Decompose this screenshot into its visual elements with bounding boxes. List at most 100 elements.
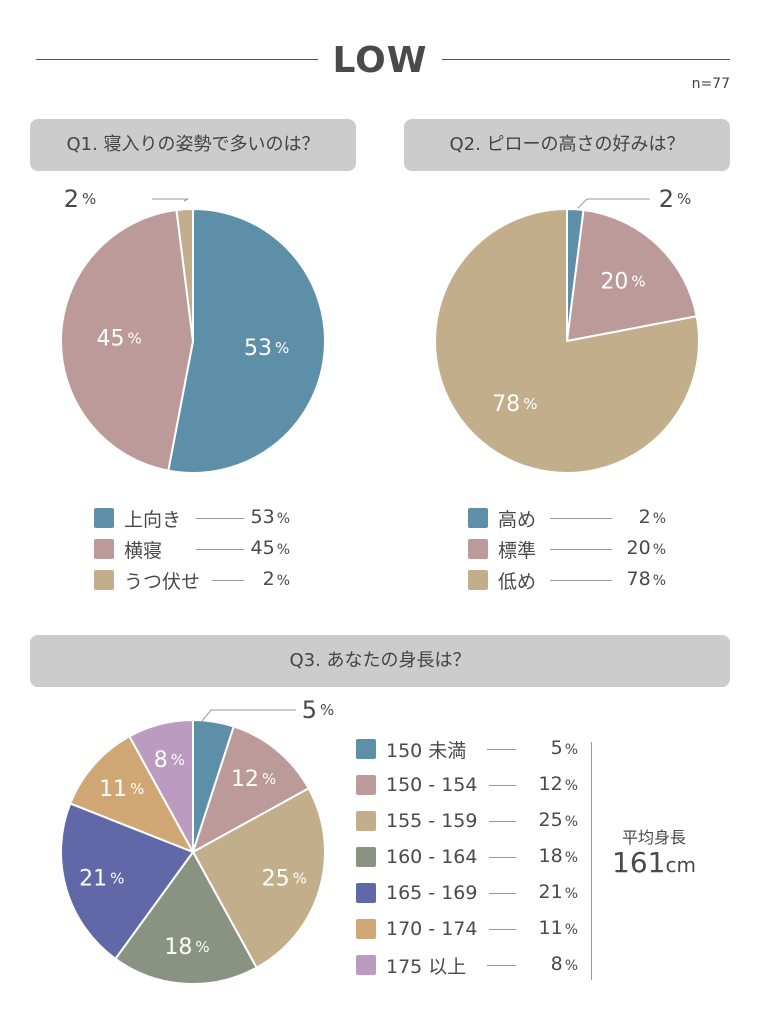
legend-swatch [356,919,376,939]
slice-value-label: 5% [302,696,335,724]
legend-swatch [356,847,376,867]
page-title: LOW [332,40,428,81]
legend-label: 上向き [124,508,182,531]
pie-slice [192,725,310,853]
legend-leader-line [489,857,516,858]
slice-value-label: 78% [492,392,537,417]
q2-title: Q2. ピローの高さの好みは？ [404,119,730,171]
legend-leader-line [196,549,244,550]
legend-swatch [356,775,376,795]
legend-label: 170 - 174 [386,918,478,940]
legend-item: 165 - 169 [356,880,477,906]
legend-leader-line [489,929,516,930]
legend-item: 横寝 [94,536,162,562]
slice-value-label: 11% [99,777,144,802]
slice-value-label: 12% [231,766,276,791]
legend-leader-line [212,580,244,581]
legend-item: うつ伏せ [94,567,200,593]
sample-size: n=77 [691,76,730,92]
legend-item: 上向き [94,505,181,531]
legend-value: 45% [250,537,291,559]
callout-leader-line [201,709,296,722]
legend-value: 21% [538,881,579,903]
legend-value: 12% [538,773,579,795]
legend-item: 150 - 154 [356,772,477,798]
legend-swatch [468,570,488,590]
legend-leader-line [487,749,516,750]
title-rule-right [442,59,730,60]
legend-swatch [468,539,488,559]
slice-value-label: 2% [64,185,97,213]
pie-slice [192,787,326,969]
legend-item: 標準 [468,536,536,562]
legend-value: 20% [626,537,667,559]
legend-item: 160 - 164 [356,844,477,870]
legend-label: 横寝 [124,539,163,562]
legend-swatch [356,811,376,831]
legend-leader-line [489,821,516,822]
slice-value-label: 25% [262,866,307,891]
legend-item: 155 - 159 [356,808,477,834]
legend-leader-line [196,518,244,519]
slice-value-label: 20% [600,269,645,294]
legend-label: うつ伏せ [124,570,201,593]
legend-label: 高め [498,508,537,531]
legend-value: 78% [626,568,667,590]
slice-value-label: 8% [154,747,185,772]
average-height-label: 平均身長 [621,828,686,847]
legend-swatch [94,508,114,528]
slice-value-label: 45% [96,326,141,351]
legend-swatch [356,883,376,903]
callout-leader-line [152,198,189,202]
legend-item: 175 以上 [356,952,466,978]
callout-leader-line [577,198,650,209]
slice-value-label: 53% [244,335,289,360]
legend-swatch [468,508,488,528]
pie-slice [69,735,194,853]
summary-divider [591,742,592,980]
legend-item: 低め [468,567,536,593]
legend-label: 150 未満 [386,739,467,762]
legend-swatch [356,955,376,975]
pie-slice [566,209,698,342]
legend-value: 18% [538,845,579,867]
average-height-value: 161cm [604,846,704,879]
legend-swatch [94,570,114,590]
legend-leader-line [489,893,516,894]
legend-swatch [356,739,376,759]
average-height-number: 161 [612,846,666,879]
legend-value: 25% [538,809,579,831]
legend-leader-line [487,965,516,966]
pie-slice [60,802,194,960]
pie-slice [60,209,194,472]
slice-value-label: 2% [659,185,692,213]
legend-label: 165 - 169 [386,882,478,904]
legend-label: 標準 [498,539,537,562]
legend-value: 53% [250,506,291,528]
legend-swatch [94,539,114,559]
pie-slice [167,208,326,474]
legend-label: 155 - 159 [386,810,478,832]
legend-label: 160 - 164 [386,846,478,868]
q3-title: Q3. あなたの身長は？ [30,635,730,687]
pie-slice [434,208,700,474]
average-height-unit: cm [665,853,696,877]
legend-value: 5% [550,737,578,759]
legend-label: 低め [498,570,537,593]
legend-item: 150 未満 [356,736,466,762]
pie-slice [175,208,194,342]
pie-slice [128,719,194,853]
legend-leader-line [489,785,516,786]
legend-value: 2% [638,506,666,528]
legend-leader-line [550,580,612,581]
legend-value: 8% [550,953,578,975]
legend-value: 11% [538,917,579,939]
legend-item: 170 - 174 [356,916,477,942]
title-rule-left [36,59,318,60]
slice-value-label: 21% [79,866,124,891]
slice-value-label: 18% [164,934,209,959]
legend-label: 150 - 154 [386,774,478,796]
